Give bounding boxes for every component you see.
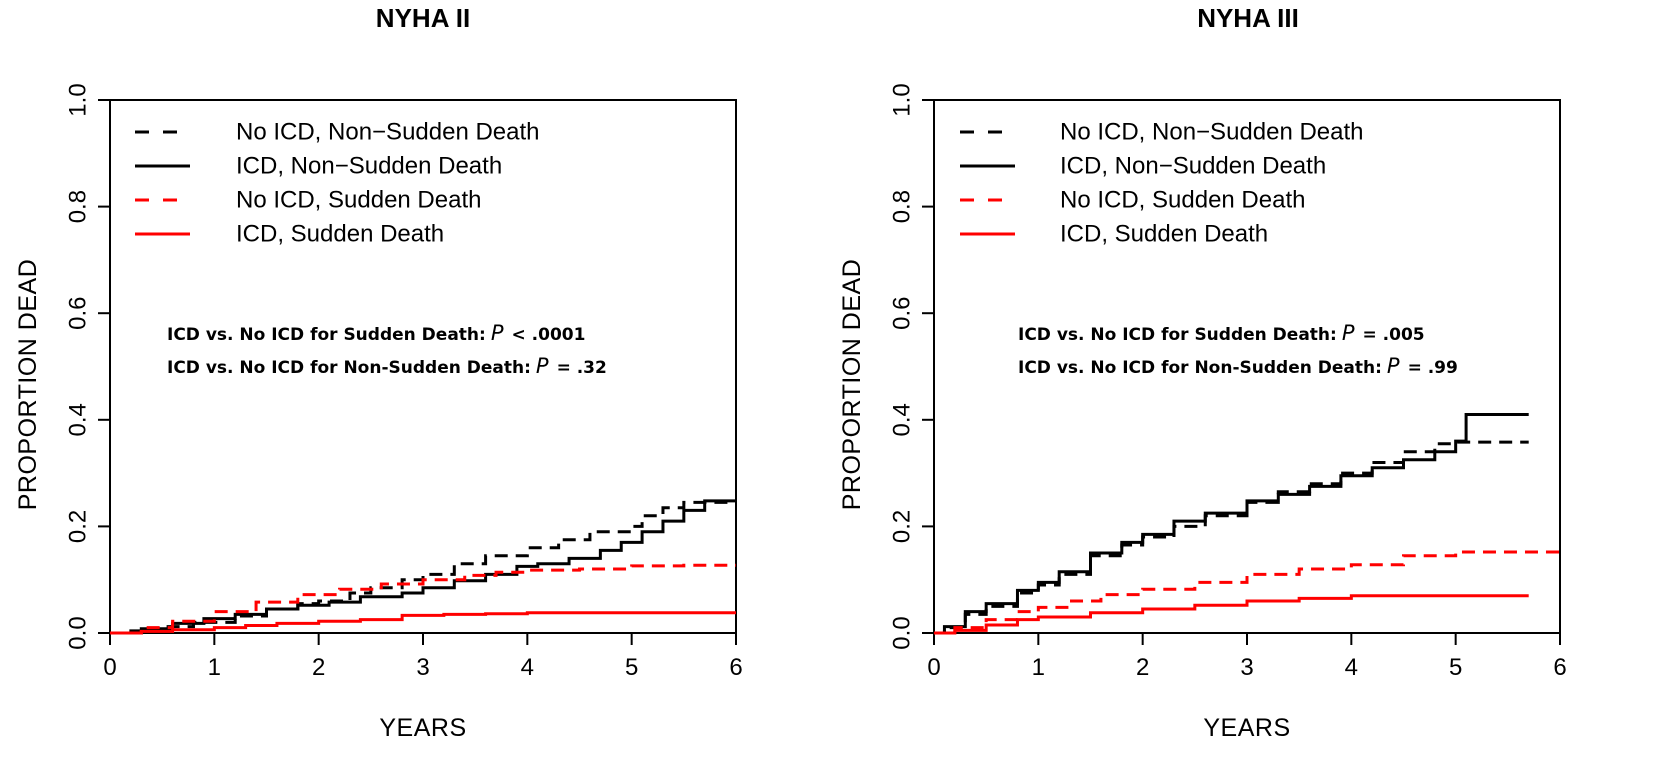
legend-label: No ICD, Sudden Death bbox=[236, 187, 481, 214]
y-tick-label: 0.0 bbox=[889, 616, 916, 649]
annotation-label: ICD vs. No ICD for Sudden Death: bbox=[1018, 325, 1337, 345]
annotation-p-value: = .005 bbox=[1363, 325, 1425, 345]
annotation-p-value: = .32 bbox=[557, 358, 607, 378]
x-axis-label: YEARS bbox=[379, 714, 466, 742]
x-tick-label: 2 bbox=[312, 654, 325, 681]
x-tick-label: 5 bbox=[1449, 654, 1462, 681]
x-tick-label: 6 bbox=[1553, 654, 1566, 681]
legend-label: No ICD, Non−Sudden Death bbox=[1060, 119, 1364, 146]
x-tick-label: 5 bbox=[625, 654, 638, 681]
x-tick-label: 6 bbox=[729, 654, 742, 681]
x-tick-label: 0 bbox=[927, 654, 940, 681]
series-line bbox=[110, 563, 736, 635]
legend-label: No ICD, Sudden Death bbox=[1060, 187, 1305, 214]
panel-nyha-ii: NYHA II 0 1 2 3 4 5 6 0.0 0.2 0.4 0.6 0.8 1.0 YEARS PRO… bbox=[14, 3, 743, 742]
x-tick-label: 3 bbox=[416, 654, 429, 681]
x-axis-label: YEARS bbox=[1203, 714, 1290, 742]
annotation-text: ICD vs. No ICD for Sudden Death: P = .005 bbox=[1018, 321, 1425, 345]
legend-label: ICD, Non−Sudden Death bbox=[236, 153, 502, 180]
x-tick-label: 1 bbox=[208, 654, 221, 681]
x-tick-label: 3 bbox=[1240, 654, 1253, 681]
y-tick-label: 0.6 bbox=[65, 297, 92, 330]
annotation-p-symbol: P bbox=[491, 321, 504, 345]
legend-label: ICD, Sudden Death bbox=[1060, 221, 1268, 248]
annotation-p-symbol: P bbox=[536, 354, 549, 378]
y-tick-label: 0.2 bbox=[889, 510, 916, 543]
legend-label: ICD, Non−Sudden Death bbox=[1060, 153, 1326, 180]
x-tick-label: 4 bbox=[1345, 654, 1358, 681]
y-axis-label: PROPORTION DEAD bbox=[838, 259, 866, 511]
y-tick-label: 1.0 bbox=[65, 83, 92, 116]
y-tick-label: 0.2 bbox=[65, 510, 92, 543]
chart-title: NYHA II bbox=[376, 3, 470, 33]
y-tick-label: 0.4 bbox=[65, 403, 92, 436]
legend-label: No ICD, Non−Sudden Death bbox=[236, 119, 540, 146]
y-tick-label: 0.4 bbox=[889, 403, 916, 436]
annotation-label: ICD vs. No ICD for Sudden Death: bbox=[167, 325, 486, 345]
x-tick-label: 0 bbox=[103, 654, 116, 681]
annotation-p-symbol: P bbox=[1342, 321, 1355, 345]
y-axis-label: PROPORTION DEAD bbox=[14, 259, 42, 511]
series-line bbox=[110, 611, 736, 635]
chart-title: NYHA III bbox=[1197, 3, 1299, 33]
annotation-p-value: = .99 bbox=[1408, 358, 1458, 378]
x-tick-label: 1 bbox=[1032, 654, 1045, 681]
annotation-label: ICD vs. No ICD for Non-Sudden Death: bbox=[1018, 358, 1382, 378]
annotation-label: ICD vs. No ICD for Non-Sudden Death: bbox=[167, 358, 531, 378]
annotation-p-value: < .0001 bbox=[512, 325, 586, 345]
panel-nyha-iii: NYHA III 0 1 2 3 4 5 6 0.0 0.2 0.4 0.6 0.8 1.0 YEARS PR… bbox=[838, 3, 1567, 742]
annotation-text: ICD vs. No ICD for Sudden Death: P < .0001 bbox=[167, 321, 585, 345]
series-line bbox=[110, 499, 736, 635]
y-tick-label: 0.8 bbox=[65, 190, 92, 223]
y-tick-label: 0.0 bbox=[65, 616, 92, 649]
y-tick-label: 0.6 bbox=[889, 297, 916, 330]
series-line bbox=[934, 550, 1560, 635]
annotation-text: ICD vs. No ICD for Non-Sudden Death: P = .… bbox=[1018, 354, 1458, 378]
x-tick-label: 2 bbox=[1136, 654, 1149, 681]
series-line bbox=[934, 594, 1529, 635]
legend-label: ICD, Sudden Death bbox=[236, 221, 444, 248]
y-tick-label: 1.0 bbox=[889, 83, 916, 116]
series-line bbox=[110, 500, 736, 635]
series-line bbox=[934, 412, 1529, 635]
annotation-text: ICD vs. No ICD for Non-Sudden Death: P = .… bbox=[167, 354, 607, 378]
x-tick-label: 4 bbox=[521, 654, 534, 681]
annotation-p-symbol: P bbox=[1387, 354, 1400, 378]
y-tick-label: 0.8 bbox=[889, 190, 916, 223]
